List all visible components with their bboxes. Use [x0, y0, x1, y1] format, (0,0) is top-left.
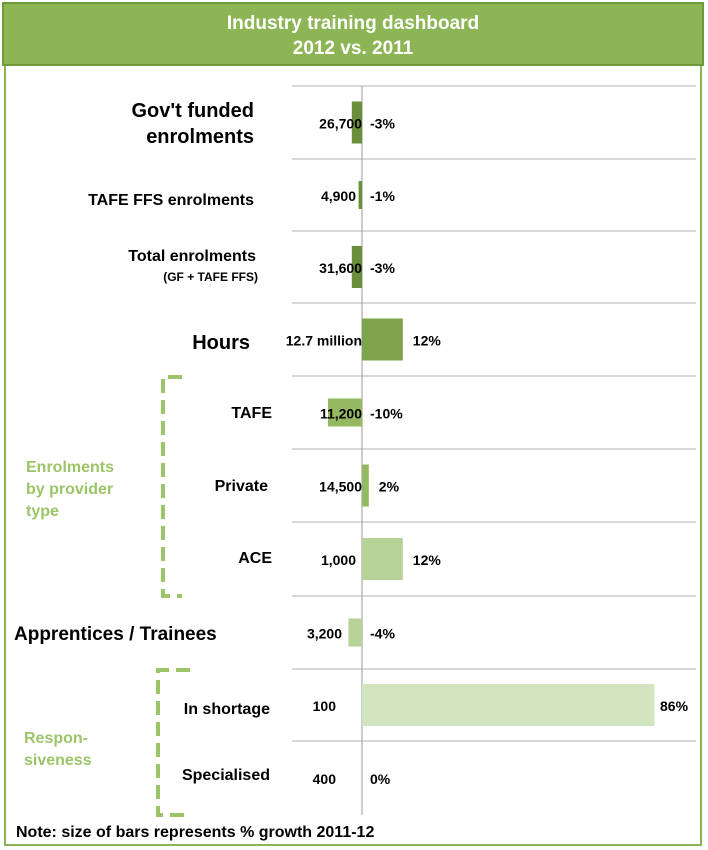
chart-note: Note: size of bars represents % growth 2…: [16, 824, 375, 841]
growth-bar: [362, 538, 403, 580]
dashboard-title: Industry training dashboard: [226, 13, 480, 34]
row-label: TAFE FFS enrolments: [88, 192, 254, 209]
growth-bar: [358, 181, 362, 209]
row-label: Hours: [192, 332, 250, 354]
value-label: 14,500: [319, 479, 362, 495]
value-label: 400: [313, 771, 337, 787]
growth-label: -4%: [370, 626, 395, 642]
growth-bar: [351, 101, 362, 144]
dashboard-header: Industry training dashboard 2012 vs. 201…: [2, 2, 704, 66]
value-label: 11,200: [320, 406, 362, 422]
value-label: 3,200: [307, 626, 342, 642]
row-label: ACE: [238, 550, 272, 567]
growth-bar: [362, 684, 655, 726]
group-label-line: type: [26, 503, 59, 520]
value-label: 12.7 million: [286, 333, 362, 349]
growth-bar: [362, 464, 369, 507]
group-label-line: Enrolments: [26, 459, 115, 476]
dashboard-frame: [4, 66, 702, 846]
growth-label: -3%: [370, 260, 395, 276]
value-label: 31,600: [319, 260, 362, 276]
row-label: Total enrolments: [128, 248, 256, 265]
bracket-responsiveness: [156, 668, 190, 817]
growth-label: 0%: [370, 771, 391, 787]
row-label: Private: [214, 478, 268, 495]
growth-label: 12%: [413, 333, 442, 349]
value-label: 100: [313, 698, 337, 714]
growth-label: 12%: [413, 552, 442, 568]
growth-label: 86%: [660, 698, 689, 714]
bracket-enrolments-by-provider: [161, 375, 182, 598]
row-label: In shortage: [183, 701, 270, 718]
growth-bar: [348, 618, 362, 647]
value-label: 26,700: [319, 116, 362, 132]
growth-label: -10%: [370, 406, 403, 422]
row-label: Gov't funded enrolments: [131, 100, 254, 148]
group-label-line: by provider: [26, 481, 114, 498]
growth-bar: [328, 398, 362, 427]
value-label: 1,000: [321, 552, 356, 568]
row-label: Apprentices / Trainees: [14, 624, 217, 645]
value-label: 4,900: [321, 188, 356, 204]
row-sublabel: (GF + TAFE FFS): [163, 270, 258, 284]
dashboard-subtitle: 2012 vs. 2011: [292, 38, 414, 59]
row-label: TAFE: [231, 405, 272, 422]
group-label-line: Respon-: [24, 730, 88, 747]
row-label: Specialised: [181, 767, 270, 784]
growth-label: 2%: [379, 479, 400, 495]
group-label-line: siveness: [24, 752, 92, 769]
growth-label: -1%: [370, 188, 395, 204]
group-label-enrolments-by-provider: Enrolments by provider type: [26, 457, 114, 523]
growth-bar: [351, 246, 362, 288]
growth-label: -3%: [370, 116, 395, 132]
group-label-responsiveness: Respon- siveness: [24, 728, 92, 772]
growth-bar: [362, 318, 403, 361]
